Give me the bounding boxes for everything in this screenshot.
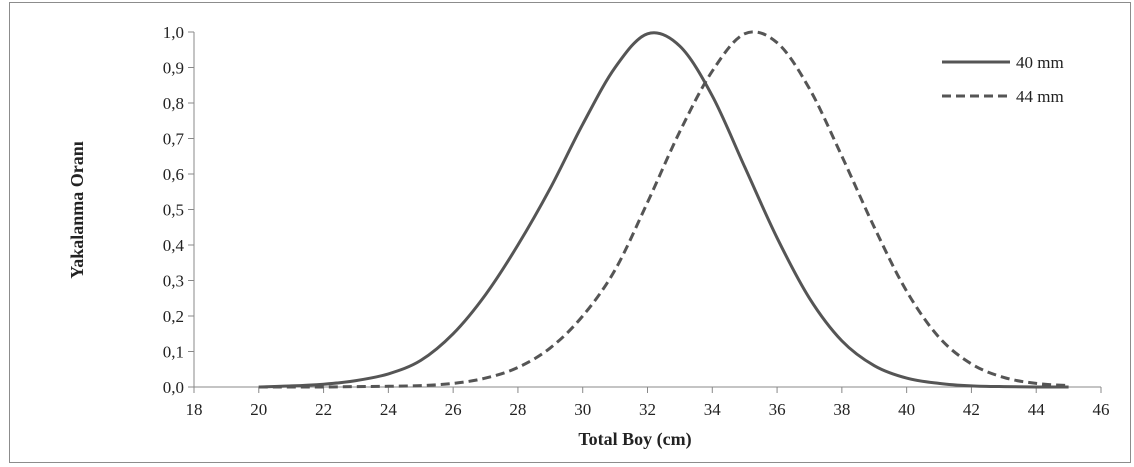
chart-frame xyxy=(9,2,1131,463)
y-tick-label: 1,0 xyxy=(163,23,184,42)
y-tick-label: 0,0 xyxy=(163,378,184,397)
x-tick-label: 30 xyxy=(574,400,591,419)
chart-axes xyxy=(193,32,1101,388)
series-line-44-mm xyxy=(258,30,1069,389)
x-tick-label: 26 xyxy=(445,400,462,419)
x-tick-label: 46 xyxy=(1093,400,1110,419)
x-tick-label: 18 xyxy=(186,400,203,419)
y-tick-label: 0,9 xyxy=(163,59,184,78)
y-tick-label: 0,4 xyxy=(163,236,185,255)
x-tick-label: 22 xyxy=(315,400,332,419)
legend-label-44-mm: 44 mm xyxy=(1016,87,1064,106)
y-tick-label: 0,2 xyxy=(163,307,184,326)
series-lines xyxy=(258,30,1069,389)
y-tick-labels: 0,0 0,1 0,2 0,3 0,4 0,5 0,6 0,7 0,8 0,9 1,0 xyxy=(163,23,194,397)
x-tick-label: 20 xyxy=(250,400,267,419)
y-tick-label: 0,7 xyxy=(163,130,185,149)
x-tick-label: 42 xyxy=(963,400,980,419)
x-tick-label: 24 xyxy=(380,400,398,419)
y-axis-title: Yakalanma Oranı xyxy=(67,141,87,279)
legend-label-40-mm: 40 mm xyxy=(1016,53,1064,72)
x-tick-label: 38 xyxy=(833,400,850,419)
x-tick-label: 44 xyxy=(1028,400,1046,419)
y-tick-label: 0,1 xyxy=(163,343,184,362)
x-tick-labels: 18 20 22 24 26 28 30 32 34 36 38 40 42 44 46 xyxy=(186,387,1110,419)
x-tick-label: 40 xyxy=(898,400,915,419)
y-tick-label: 0,5 xyxy=(163,201,184,220)
y-tick-label: 0,8 xyxy=(163,94,184,113)
x-tick-label: 36 xyxy=(769,400,786,419)
x-tick-label: 32 xyxy=(639,400,656,419)
series-line-40-mm xyxy=(258,31,1069,389)
x-tick-label: 34 xyxy=(704,400,722,419)
y-tick-label: 0,6 xyxy=(163,165,184,184)
x-tick-label: 28 xyxy=(509,400,526,419)
x-axis-title: Total Boy (cm) xyxy=(578,429,691,450)
legend: 40 mm 44 mm xyxy=(942,53,1064,106)
y-tick-label: 0,3 xyxy=(163,272,184,291)
